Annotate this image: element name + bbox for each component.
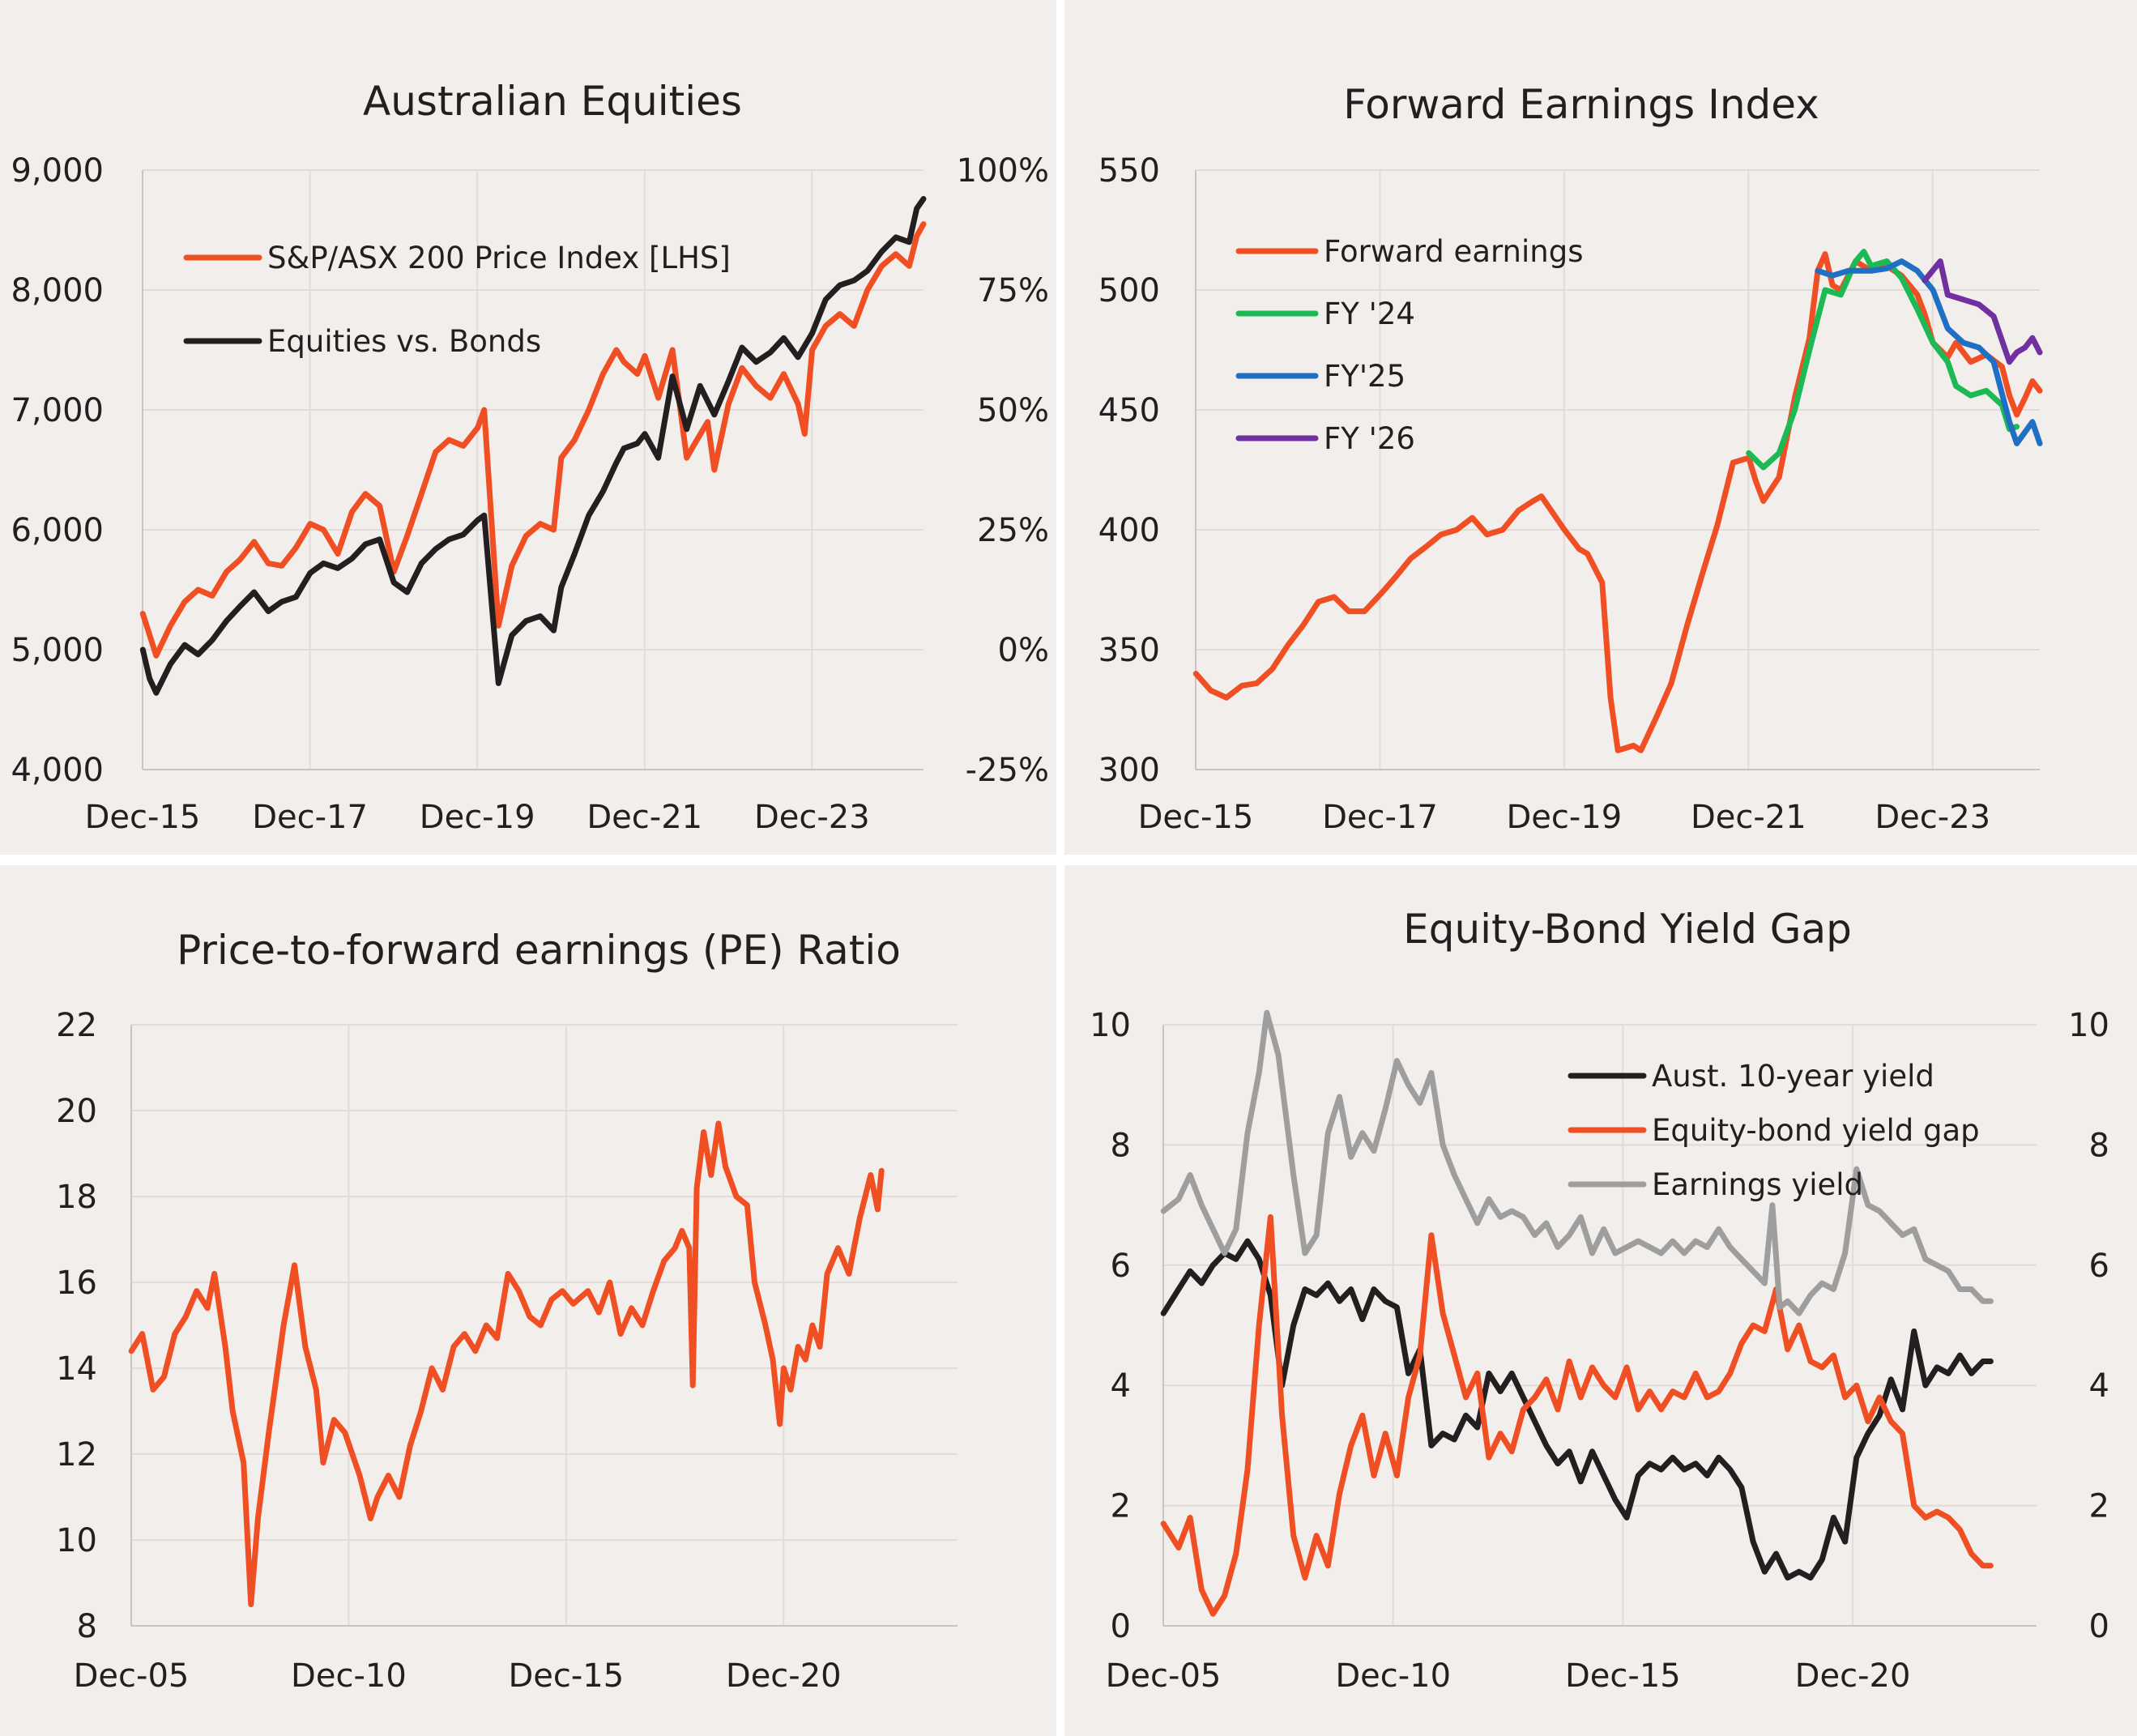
x-tick-label: Dec-23 bbox=[1875, 799, 1990, 836]
legend-label-fy-25: FY'25 bbox=[1324, 359, 1405, 394]
australian-equities-chart: Australian Equities 4,000 5,000 6,000 7,000 8… bbox=[11, 78, 1049, 836]
y-left-tick-label: 14 bbox=[56, 1350, 97, 1388]
yield-gap-panel: Equity-Bond Yield Gap 0 2 4 6 8 10 0 2 4 6 8 10 Dec-0… bbox=[1064, 865, 2137, 1736]
y-left-tick-label: 20 bbox=[56, 1093, 97, 1130]
x-tick-label: Dec-15 bbox=[1138, 799, 1254, 836]
legend-label-aust-10-year-yield: Aust. 10-year yield bbox=[1652, 1059, 1934, 1094]
x-tick-label: Dec-10 bbox=[1335, 1657, 1451, 1695]
y-left-tick-label: 550 bbox=[1098, 152, 1160, 190]
x-tick-label: Dec-15 bbox=[1565, 1657, 1681, 1695]
legend-label-fy-24: FY '24 bbox=[1324, 296, 1415, 331]
yield-gap-chart: Equity-Bond Yield Gap 0 2 4 6 8 10 0 2 4 6 8 10 Dec-0… bbox=[1090, 906, 2109, 1695]
y-left-tick-label: 10 bbox=[1090, 1007, 1131, 1044]
y-left-tick-label: 9,000 bbox=[11, 152, 104, 190]
forward-earnings-panel: Forward Earnings Index 300 350 400 450 500 550… bbox=[1064, 0, 2137, 855]
x-tick-label: Dec-20 bbox=[726, 1657, 842, 1695]
y-left-tick-label: 8 bbox=[77, 1608, 97, 1645]
y-right-tick-label: 50% bbox=[977, 392, 1049, 429]
y-left-tick-label: 10 bbox=[56, 1522, 97, 1559]
y-right-tick-label: 6 bbox=[2089, 1248, 2109, 1285]
y-right-tick-label: 8 bbox=[2089, 1127, 2109, 1164]
y-left-tick-label: 4,000 bbox=[11, 752, 104, 789]
y-left-tick-label: 4 bbox=[1111, 1367, 1131, 1405]
series-line-earnings-yield bbox=[1160, 1009, 1994, 1316]
y-right-tick-label: -25% bbox=[966, 752, 1049, 789]
x-tick-label: Dec-19 bbox=[1507, 799, 1623, 836]
y-left-tick-label: 350 bbox=[1098, 632, 1160, 669]
legend-label-fy-26: FY '26 bbox=[1324, 421, 1415, 456]
pe-ratio-chart: Price-to-forward earnings (PE) Ratio 8 10 1… bbox=[56, 927, 958, 1695]
y-left-tick-label: 300 bbox=[1098, 752, 1160, 789]
y-right-tick-label: 10 bbox=[2068, 1007, 2109, 1044]
legend-label-earnings-yield: Earnings yield bbox=[1652, 1167, 1863, 1202]
x-tick-label: Dec-15 bbox=[85, 799, 201, 836]
legend-label-s-p-asx-200-price-index-lhs: S&P/ASX 200 Price Index [LHS] bbox=[267, 241, 731, 275]
legend-label-forward-earnings: Forward earnings bbox=[1324, 234, 1584, 269]
y-right-tick-label: 0 bbox=[2089, 1608, 2109, 1645]
forward-earnings-chart: Forward Earnings Index 300 350 400 450 500 550… bbox=[1098, 81, 2043, 836]
series-line-equity-bond-yield-gap bbox=[1160, 1213, 1994, 1617]
chart-title: Forward Earnings Index bbox=[1343, 81, 1819, 128]
chart-title: Price-to-forward earnings (PE) Ratio bbox=[177, 927, 901, 974]
y-left-tick-label: 8,000 bbox=[11, 272, 104, 309]
legend-label-equity-bond-yield-gap: Equity-bond yield gap bbox=[1652, 1113, 1980, 1148]
series-line-fy-26 bbox=[1922, 258, 2043, 365]
x-tick-label: Dec-17 bbox=[1322, 799, 1438, 836]
chart-title: Equity-Bond Yield Gap bbox=[1403, 906, 1852, 953]
series-line-price-to-forward-earnings-pe-ratio bbox=[128, 1120, 885, 1607]
y-left-tick-label: 16 bbox=[56, 1265, 97, 1302]
y-left-tick-label: 12 bbox=[56, 1436, 97, 1474]
y-left-tick-label: 18 bbox=[56, 1179, 97, 1216]
chart-title: Australian Equities bbox=[363, 78, 742, 125]
x-tick-label: Dec-19 bbox=[420, 799, 535, 836]
series-line-equities-vs-bonds bbox=[139, 196, 927, 696]
y-left-tick-label: 500 bbox=[1098, 272, 1160, 309]
x-tick-label: Dec-21 bbox=[587, 799, 702, 836]
pe-ratio-panel: Price-to-forward earnings (PE) Ratio 8 10 1… bbox=[0, 865, 1056, 1736]
australian-equities-panel: Australian Equities 4,000 5,000 6,000 7,000 8… bbox=[0, 0, 1056, 855]
y-left-tick-label: 400 bbox=[1098, 512, 1160, 549]
y-right-tick-label: 4 bbox=[2089, 1367, 2109, 1405]
y-right-tick-label: 75% bbox=[977, 272, 1049, 309]
x-tick-label: Dec-10 bbox=[291, 1657, 407, 1695]
y-left-tick-label: 6 bbox=[1111, 1248, 1131, 1285]
series-line-aust-10-year-yield bbox=[1160, 1238, 1994, 1581]
y-right-tick-label: 2 bbox=[2089, 1488, 2109, 1525]
y-left-tick-label: 0 bbox=[1111, 1608, 1131, 1645]
x-tick-label: Dec-15 bbox=[508, 1657, 624, 1695]
x-tick-label: Dec-20 bbox=[1795, 1657, 1911, 1695]
series-line-fy-24 bbox=[1746, 249, 2020, 471]
y-right-tick-label: 0% bbox=[998, 632, 1049, 669]
y-right-tick-label: 25% bbox=[977, 512, 1049, 549]
x-tick-label: Dec-23 bbox=[754, 799, 870, 836]
y-left-tick-label: 5,000 bbox=[11, 632, 104, 669]
series-line-s-p-asx-200-price-index-lhs bbox=[139, 221, 927, 659]
y-left-tick-label: 450 bbox=[1098, 392, 1160, 429]
legend-label-equities-vs-bonds: Equities vs. Bonds bbox=[267, 324, 541, 359]
series-line-forward-earnings bbox=[1192, 251, 2043, 753]
x-tick-label: Dec-17 bbox=[252, 799, 368, 836]
y-left-tick-label: 7,000 bbox=[11, 392, 104, 429]
y-left-tick-label: 22 bbox=[56, 1007, 97, 1044]
y-left-tick-label: 8 bbox=[1111, 1127, 1131, 1164]
y-left-tick-label: 2 bbox=[1111, 1488, 1131, 1525]
x-tick-label: Dec-21 bbox=[1691, 799, 1806, 836]
x-tick-label: Dec-05 bbox=[1106, 1657, 1222, 1695]
series-line-fy-25 bbox=[1815, 258, 2043, 446]
y-right-tick-label: 100% bbox=[957, 152, 1049, 190]
x-tick-label: Dec-05 bbox=[74, 1657, 190, 1695]
y-left-tick-label: 6,000 bbox=[11, 512, 104, 549]
